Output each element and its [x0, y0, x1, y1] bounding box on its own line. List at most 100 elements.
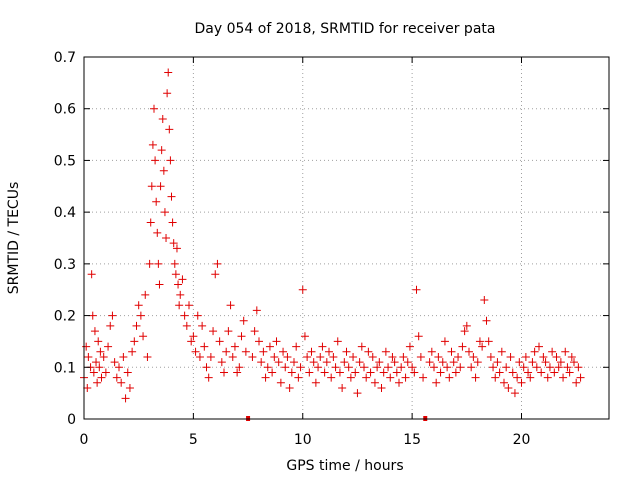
data-point [567, 352, 576, 361]
data-point [392, 368, 401, 377]
y-axis-ticks: 0 0.1 0.2 0.3 0.4 0.5 0.6 0.7 [54, 50, 609, 428]
data-point [265, 342, 274, 351]
data-point [570, 358, 578, 367]
data-point [362, 373, 371, 382]
data-point [226, 301, 235, 310]
data-point [285, 383, 294, 392]
data-point [370, 378, 379, 387]
data-point [235, 363, 244, 372]
data-point [552, 352, 561, 361]
data-point [176, 290, 185, 299]
x-tick-label: 5 [189, 432, 198, 448]
data-point [259, 347, 268, 356]
data-point [528, 358, 537, 367]
data-point [202, 363, 211, 372]
data-point [449, 358, 458, 367]
data-point [377, 383, 386, 392]
data-point [198, 321, 207, 330]
data-point [548, 347, 557, 356]
grid-lines [84, 57, 609, 419]
data-point [217, 358, 226, 367]
data-point [545, 363, 554, 372]
data-point [541, 358, 550, 367]
data-point [239, 316, 248, 325]
data-point [510, 389, 519, 398]
data-point [274, 358, 283, 367]
data-point [325, 347, 333, 356]
data-point [526, 373, 535, 382]
data-point [379, 368, 388, 377]
data-point [92, 358, 101, 367]
data-point [255, 337, 263, 346]
data-point [294, 373, 303, 382]
y-tick-label: 0.7 [54, 50, 76, 66]
data-point [104, 342, 113, 351]
data-point [416, 352, 425, 361]
data-point [143, 352, 152, 361]
data-point [182, 321, 191, 330]
data-point [504, 383, 513, 392]
data-point [489, 363, 498, 372]
data-point [83, 383, 92, 392]
data-point [469, 352, 478, 361]
data-point [561, 347, 570, 356]
data-point [106, 321, 115, 330]
data-point [539, 352, 548, 361]
data-point [123, 368, 132, 377]
data-point [95, 363, 104, 372]
data-point [220, 368, 228, 377]
data-point [535, 342, 543, 351]
data-point [342, 347, 351, 356]
data-point [408, 363, 417, 372]
data-point [467, 363, 476, 372]
data-point [164, 68, 173, 77]
y-tick-label: 0.6 [54, 102, 76, 118]
data-point [309, 358, 318, 367]
data-point [395, 378, 403, 387]
data-point [167, 192, 176, 201]
data-point [185, 301, 193, 310]
data-point [565, 368, 574, 377]
data-point [305, 368, 314, 377]
data-point [311, 378, 320, 387]
x-axis-label: GPS time / hours [286, 458, 403, 474]
data-point [397, 363, 406, 372]
data-point [355, 358, 364, 367]
data-point [163, 89, 172, 98]
data-point [211, 270, 220, 279]
data-point [270, 352, 279, 361]
data-point [340, 358, 349, 367]
x-tick-label: 10 [294, 432, 312, 448]
data-point [576, 373, 585, 382]
data-point [300, 332, 309, 341]
data-point [228, 352, 237, 361]
data-point [447, 347, 456, 356]
data-point [281, 363, 290, 372]
data-point [110, 358, 119, 367]
data-point [156, 182, 165, 191]
data-point [368, 352, 377, 361]
data-point [475, 337, 484, 346]
data-point [515, 358, 524, 367]
data-point [314, 363, 323, 372]
data-point [292, 342, 301, 351]
x-tick-label: 0 [80, 432, 89, 448]
data-point [410, 368, 419, 377]
data-point [375, 358, 384, 367]
data-point [500, 378, 508, 387]
data-point [119, 352, 128, 361]
data-point [497, 347, 506, 356]
chart-title: Day 054 of 2018, SRMTID for receiver pat… [195, 21, 496, 37]
data-point [250, 327, 259, 336]
data-point [170, 259, 179, 268]
y-tick-label: 0.3 [54, 257, 76, 273]
data-point [537, 368, 546, 377]
data-point [303, 352, 312, 361]
data-point [215, 337, 224, 346]
data-point [145, 259, 154, 268]
data-point [261, 373, 270, 382]
data-point [187, 337, 196, 346]
data-point [178, 275, 187, 284]
data-point [257, 358, 266, 367]
